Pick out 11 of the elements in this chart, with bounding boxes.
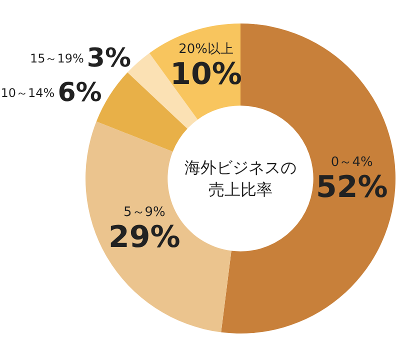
slice-label: 20%以上 — [178, 42, 234, 57]
slice-label: 5～9% — [123, 204, 166, 220]
slice-label: 10～14% — [0, 86, 55, 100]
data-label: 3% — [86, 44, 132, 74]
text: 海外ビジネスの売上比率 — [184, 158, 296, 199]
data-label: 52% — [316, 170, 388, 206]
data-label: 29% — [108, 220, 180, 255]
slice-label: 0～4% — [330, 155, 373, 170]
data-label: 6% — [58, 78, 102, 108]
slice-label: 15～19% — [30, 52, 84, 66]
data-label: 10% — [170, 56, 242, 92]
